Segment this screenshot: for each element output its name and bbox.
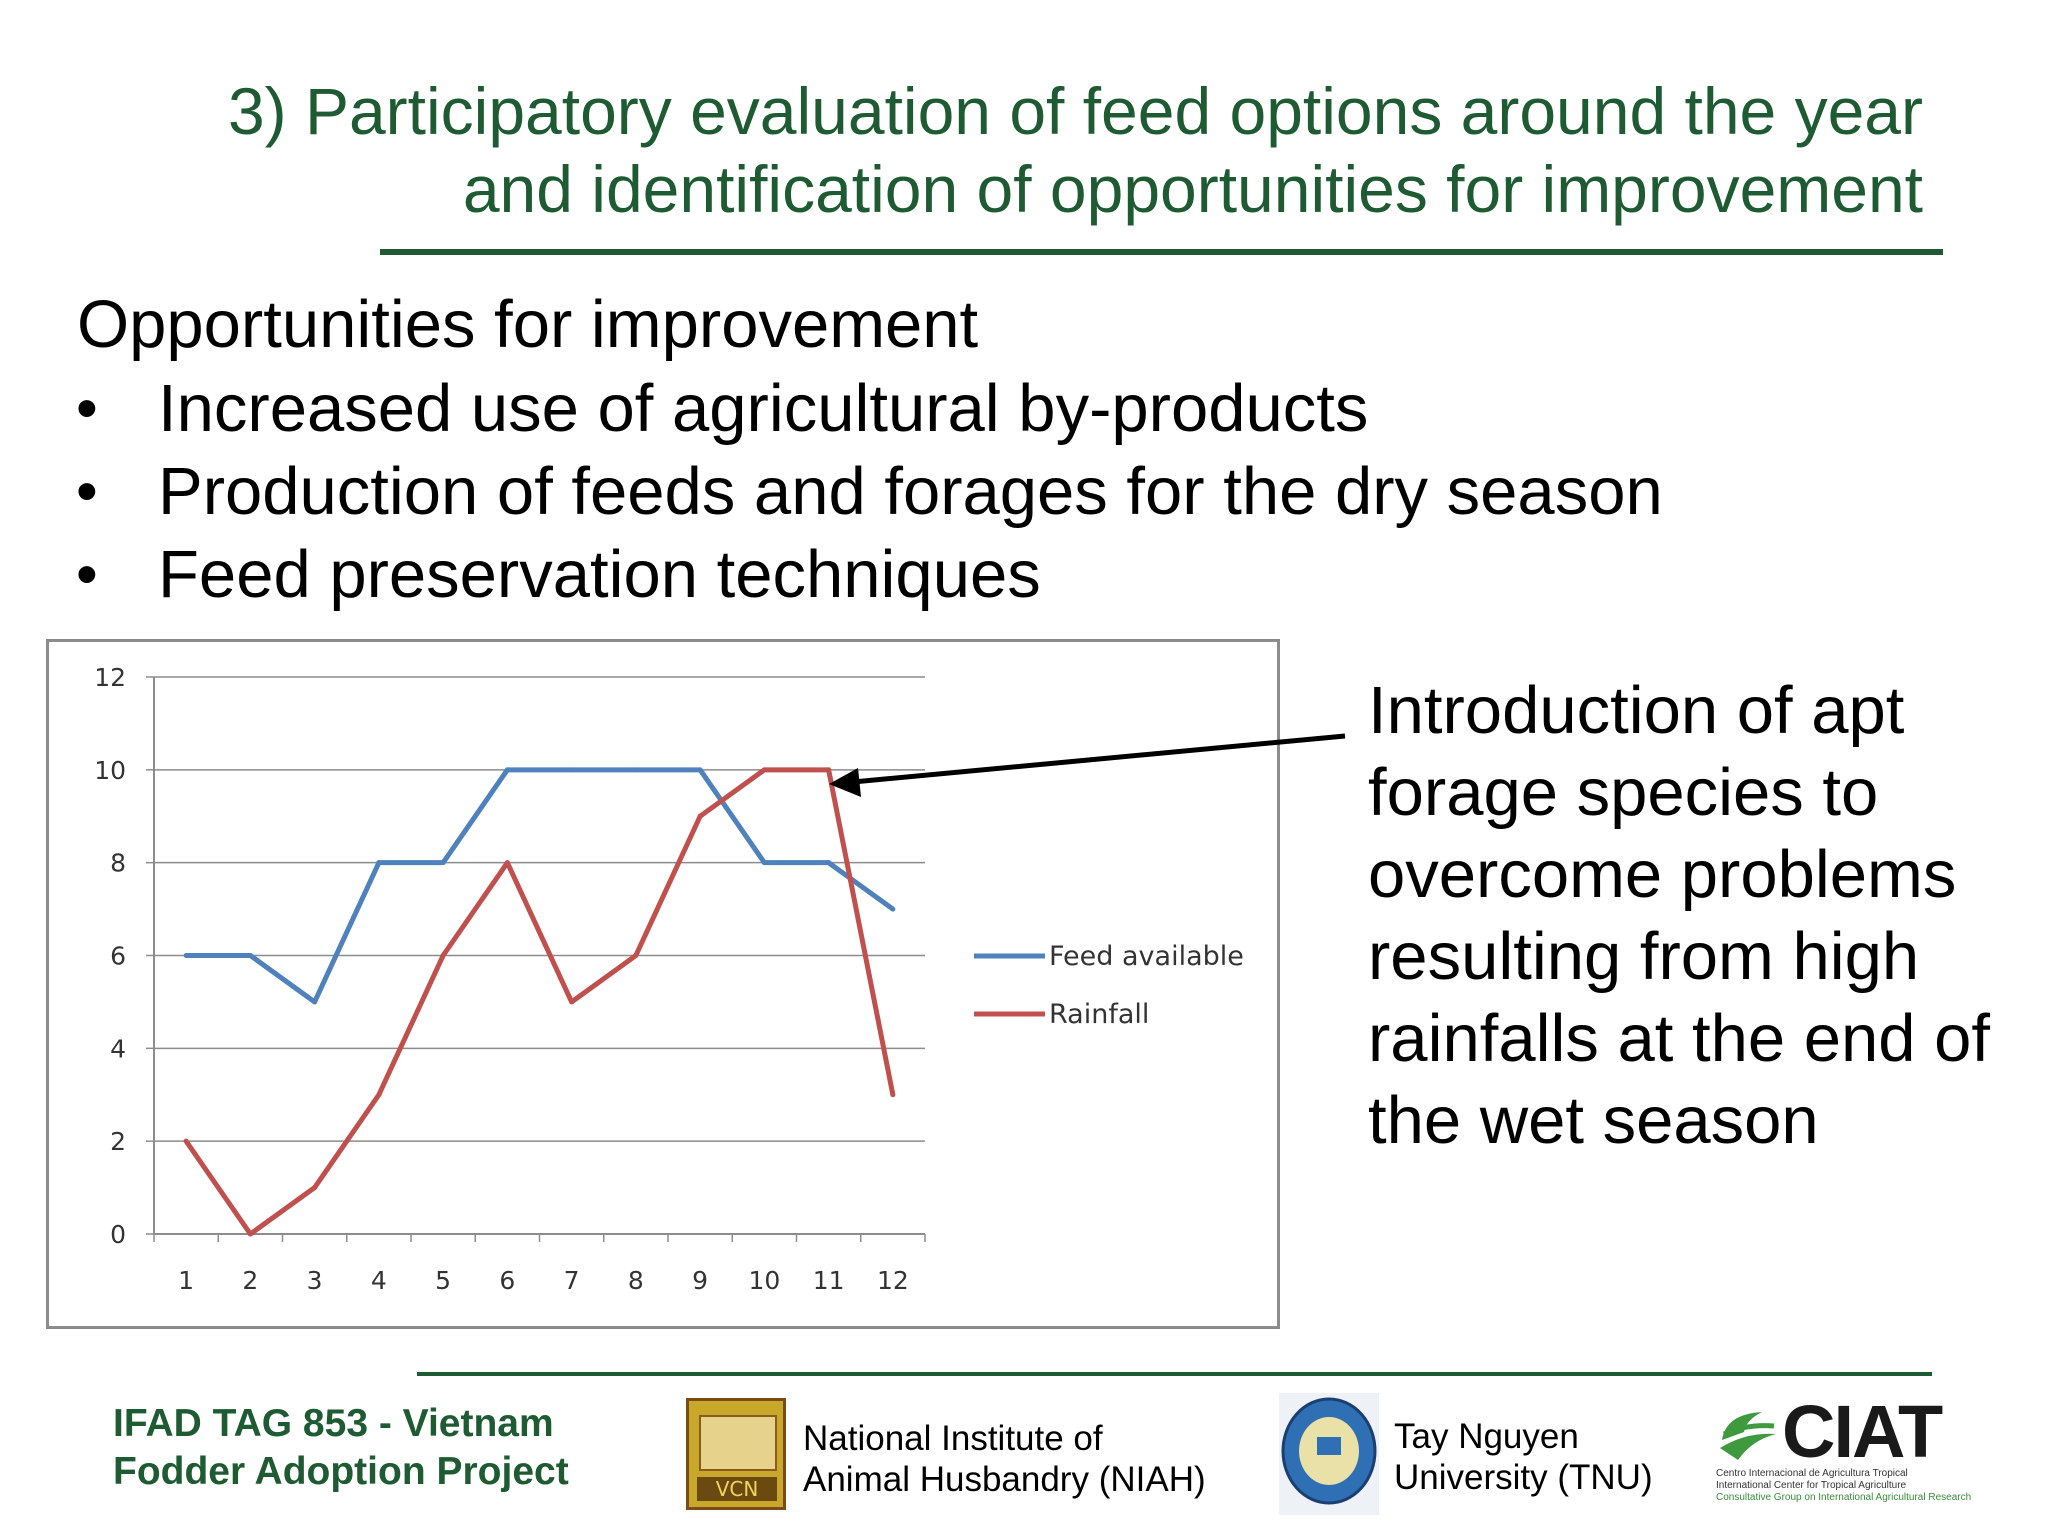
x-tick-label: 12: [877, 1266, 909, 1295]
x-tick-label: 8: [628, 1266, 644, 1295]
series-line-rainfall: [184, 767, 896, 1237]
bullet-item: • Production of feeds and forages for the…: [70, 450, 1663, 533]
x-tick-label: 4: [371, 1266, 387, 1295]
niah-logo-mark: VCN: [697, 1477, 777, 1501]
bullet-dot: •: [76, 374, 98, 443]
x-tick-label: 2: [242, 1266, 258, 1295]
bullet-text: Production of feeds and forages for the …: [158, 454, 1663, 529]
project-name: IFAD TAG 853 - Vietnam Fodder Adoption P…: [113, 1400, 569, 1496]
data-point: [183, 953, 189, 958]
data-point: [890, 1092, 896, 1098]
legend-label: Rainfall: [1049, 999, 1149, 1030]
callout-line: Introduction of apt: [1368, 673, 1905, 748]
callout-line: forage species to: [1368, 755, 1879, 830]
x-tick-label: 9: [692, 1266, 708, 1295]
legend-label: Feed available: [1049, 941, 1244, 972]
data-point: [569, 999, 575, 1005]
tnu-name: Tay Nguyen University (TNU): [1394, 1416, 1653, 1498]
y-tick-label: 2: [110, 1127, 126, 1156]
data-point: [247, 953, 253, 958]
data-point: [312, 999, 318, 1005]
niah-logo: VCN: [686, 1398, 786, 1510]
bullet-dot: •: [76, 457, 98, 526]
data-point: [183, 1138, 189, 1144]
niah-line: Animal Husbandry (NIAH): [803, 1460, 1206, 1499]
project-line: IFAD TAG 853 - Vietnam: [113, 1402, 554, 1445]
ciat-wordmark: CIAT: [1782, 1390, 1943, 1473]
data-point: [569, 767, 575, 773]
data-point: [761, 767, 767, 773]
x-tick-label: 10: [748, 1266, 780, 1295]
title-divider: [380, 249, 1943, 255]
tnu-logo: [1279, 1393, 1379, 1515]
data-point: [376, 1092, 382, 1098]
bullet-text: Increased use of agricultural by-product…: [158, 371, 1369, 446]
chart-frame: 0 2 4 6 8 10 12 1 2 3 4 5 6 7 8 9 10 11 12 Feed available Ra…: [46, 639, 1280, 1329]
callout-line: overcome problems: [1368, 837, 1957, 912]
title-line-1: 3) Participatory evaluation of feed opti…: [227, 74, 1923, 148]
data-point: [247, 1231, 253, 1237]
niah-name: National Institute of Animal Husbandry (…: [803, 1418, 1206, 1500]
data-point: [440, 860, 446, 866]
section-heading: Opportunities for improvement: [77, 287, 979, 362]
bullet-item: • Feed preservation techniques: [70, 533, 1663, 616]
y-tick-label: 6: [110, 942, 126, 971]
data-point: [826, 767, 832, 773]
callout-line: rainfalls at the end of: [1368, 1001, 1991, 1076]
data-point: [504, 860, 510, 866]
callout-line: the wet season: [1368, 1083, 1819, 1158]
x-tick-label: 6: [499, 1266, 515, 1295]
y-tick-label: 12: [94, 663, 126, 692]
data-point: [697, 813, 703, 819]
bullet-item: • Increased use of agricultural by-produc…: [70, 367, 1663, 450]
data-point: [504, 767, 510, 773]
x-tick-label: 5: [435, 1266, 451, 1295]
bullet-dot: •: [76, 540, 98, 609]
data-point: [890, 906, 896, 912]
ciat-sub-line: Centro Internacional de Agricultura Trop…: [1716, 1468, 1908, 1479]
ciat-sub-line: International Center for Tropical Agricu…: [1716, 1480, 1907, 1491]
y-tick-label: 10: [94, 756, 126, 785]
y-tick-label: 4: [110, 1034, 126, 1063]
x-tick-label: 1: [178, 1266, 194, 1295]
data-point: [633, 767, 639, 773]
tnu-line: University (TNU): [1394, 1458, 1653, 1497]
x-tick-label: 7: [564, 1266, 580, 1295]
ciat-sub-line: Consultative Group on International Agri…: [1716, 1492, 1972, 1503]
data-point: [376, 860, 382, 866]
series-line-feed-available: [186, 767, 895, 1005]
title-line-2: and identification of opportunities for …: [462, 152, 1923, 226]
data-point: [826, 860, 832, 866]
x-tick-label: 3: [307, 1266, 323, 1295]
y-tick-label: 0: [110, 1220, 126, 1249]
callout-text: Introduction of apt forage species to ov…: [1368, 670, 1990, 1162]
data-point: [761, 860, 767, 866]
tnu-line: Tay Nguyen: [1394, 1417, 1579, 1456]
tnu-logo-book: [1317, 1437, 1341, 1455]
slide-title: 3) Participatory evaluation of feed opti…: [23, 72, 1923, 228]
x-tick-label: 11: [813, 1266, 845, 1295]
ciat-logo: CIAT Centro Internacional de Agricultura…: [1716, 1392, 1971, 1508]
data-point: [633, 953, 639, 958]
callout-line: resulting from high: [1368, 919, 1920, 994]
data-point: [697, 767, 703, 773]
footer-divider: [417, 1372, 1932, 1376]
y-tick-label: 8: [110, 849, 126, 878]
bullet-text: Feed preservation techniques: [158, 537, 1041, 612]
data-point: [440, 953, 446, 958]
niah-logo-emblem: [699, 1415, 777, 1471]
niah-line: National Institute of: [803, 1419, 1103, 1458]
data-point: [312, 1185, 318, 1191]
project-line: Fodder Adoption Project: [113, 1450, 569, 1493]
bullet-list: • Increased use of agricultural by-produc…: [70, 367, 1663, 616]
ciat-globe-icon: [1720, 1412, 1776, 1460]
